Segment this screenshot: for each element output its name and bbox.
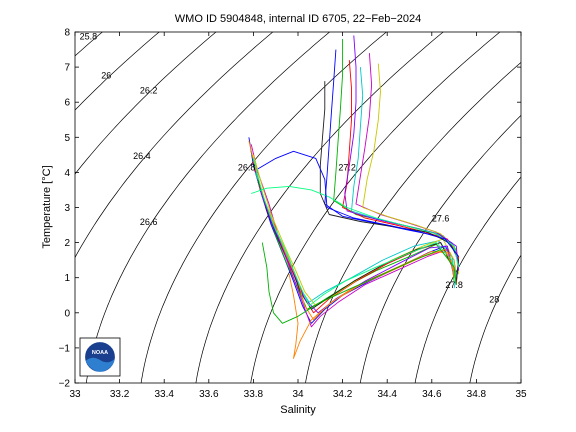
x-tick-label: 34 [292, 389, 304, 400]
isoline-label: 26.2 [140, 85, 158, 95]
y-tick-label: −1 [59, 343, 71, 354]
isoline-label: 27.8 [445, 280, 463, 290]
isoline-label: 26.8 [238, 163, 256, 173]
x-axis-label: Salinity [280, 404, 316, 416]
y-tick-label: 3 [64, 203, 70, 214]
isoline-labels: 25.8 26 26.2 26.4 26.6 26.8 27.2 27.6 27.8 28 [80, 32, 500, 305]
x-tick-label: 34.2 [333, 389, 353, 400]
profile-lines [248, 35, 460, 359]
isoline-label: 25.8 [80, 32, 98, 42]
profile-line [319, 81, 460, 282]
isoline-label: 27.6 [432, 214, 450, 224]
isoline-27-8 [414, 176, 521, 383]
isoline-27-2 [250, 32, 501, 383]
y-tick-label: 4 [64, 168, 70, 179]
x-tick-label: 33.4 [154, 389, 174, 400]
isoline-26-4 [75, 32, 274, 259]
y-tick-label: 0 [64, 308, 70, 319]
x-tick-label: 33 [69, 389, 81, 400]
y-tick-label: 1 [64, 273, 70, 284]
x-axis: 33 33.2 33.4 33.6 33.8 34 34.2 34.4 34.6 34.8 35 [69, 32, 527, 400]
profile-line [252, 158, 457, 307]
isoline-26-2 [75, 32, 217, 175]
noaa-logo: NOAA [79, 337, 121, 377]
x-tick-label: 34.4 [377, 389, 397, 400]
y-tick-label: 5 [64, 133, 70, 144]
chart-title: WMO ID 5904848, internal ID 6705, 22−Feb… [175, 13, 421, 25]
isoline-27-4 [305, 61, 521, 383]
density-isolines [0, 11, 521, 401]
profile-line [257, 150, 459, 257]
y-tick-label: 2 [64, 238, 70, 249]
isoline-label: 26 [101, 70, 111, 80]
isoline-label: 27.2 [338, 163, 356, 173]
isoline-26 [75, 32, 160, 111]
profile-line [250, 144, 455, 328]
y-axis-label: Temperature [°C] [41, 165, 53, 248]
x-tick-label: 33.6 [199, 389, 219, 400]
isoline-27 [195, 32, 444, 383]
profile-line [261, 242, 457, 324]
x-tick-label: 33.8 [244, 389, 264, 400]
x-tick-label: 34.8 [467, 389, 487, 400]
profile-line [344, 35, 460, 271]
isoline-25-6 [0, 11, 71, 401]
isoline-27-6 [359, 114, 521, 383]
y-tick-label: 6 [64, 98, 70, 109]
y-tick-label: 8 [64, 28, 70, 39]
x-tick-label: 35 [515, 389, 527, 400]
isoline-label: 28 [489, 294, 499, 304]
noaa-logo-text: NOAA [92, 350, 108, 356]
x-tick-label: 34.6 [422, 389, 442, 400]
isoline-26-6 [85, 32, 331, 383]
y-tick-label: −2 [59, 379, 71, 390]
isoline-26-8 [140, 32, 387, 383]
isoline-label: 26.4 [133, 151, 151, 161]
isoline-28 [469, 254, 521, 383]
y-tick-label: 7 [64, 63, 70, 74]
y-axis: −2 −1 0 1 2 3 4 5 6 7 8 [59, 28, 521, 390]
x-tick-label: 33.2 [110, 389, 130, 400]
isoline-label: 26.6 [140, 217, 158, 227]
